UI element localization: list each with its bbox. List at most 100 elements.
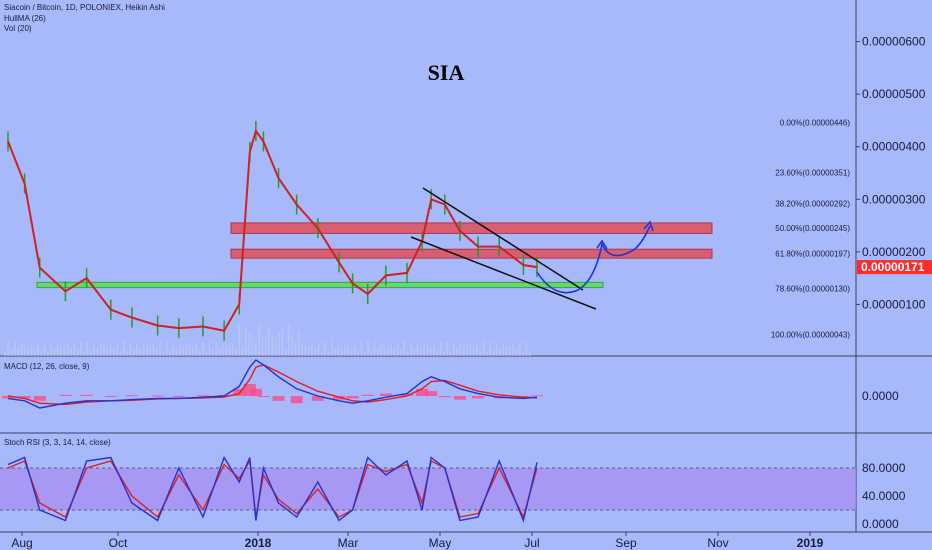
resistance-zone (230, 222, 713, 234)
volume-bar (205, 351, 208, 356)
volume-bar (525, 342, 528, 356)
volume-bar (274, 337, 277, 356)
volume-bar (271, 335, 274, 356)
macd-histogram-bar (379, 393, 392, 396)
volume-bar (37, 342, 39, 356)
volume-bar (56, 343, 59, 356)
volume-bar (393, 347, 396, 356)
volume-bar (528, 350, 531, 356)
chart-title: SIA (428, 60, 465, 85)
volume-bar (403, 342, 406, 356)
volume-bar (396, 342, 399, 356)
volume-bar (254, 337, 257, 356)
volume-bar (27, 345, 30, 356)
volume-bar (294, 342, 297, 356)
macd-histogram-bar (401, 393, 414, 396)
stoch-axis-label: 80.0000 (862, 461, 906, 475)
volume-bar (50, 342, 53, 356)
volume-bar (96, 347, 99, 356)
price-line (7, 128, 538, 332)
volume-bar (462, 345, 465, 356)
volume-bar (357, 348, 360, 356)
volume-bar (475, 342, 478, 356)
volume-bar (452, 342, 455, 356)
volume-bar (307, 345, 310, 356)
volume-bar (400, 349, 402, 356)
volume-bar (446, 342, 449, 356)
macd-histogram-bar (249, 388, 262, 396)
volume-bar (248, 332, 251, 356)
projection-arrow-1 (596, 239, 608, 250)
volume-bar (518, 342, 521, 356)
support-zone (36, 281, 604, 289)
volume-bar (182, 345, 185, 356)
time-axis-label: Mar (338, 536, 359, 550)
macd-histogram-bar (531, 395, 543, 397)
volume-bar (251, 335, 254, 356)
volume-bar (165, 342, 168, 356)
volume-bar (215, 342, 218, 356)
volume-bar (185, 345, 188, 356)
volume-bar (512, 343, 515, 356)
volume-bar (145, 344, 148, 356)
volume-bar (340, 346, 343, 356)
volume-bar (330, 342, 333, 356)
macd-histogram-bar (311, 396, 324, 401)
volume-bar (126, 351, 129, 356)
volume-bar (89, 349, 92, 356)
volume-bar (449, 350, 452, 356)
volume-bar (132, 348, 135, 356)
volume-bar (43, 342, 46, 356)
macd-histogram-bar (346, 396, 359, 399)
volume-bar (122, 342, 125, 356)
volume-bar (334, 348, 336, 356)
volume-bar (383, 345, 386, 356)
volume-bar (178, 343, 181, 356)
volume-bar (119, 350, 122, 356)
wedge-lower-line (410, 236, 597, 310)
fib-label: 50.00%(0.00000245) (775, 224, 850, 233)
macd-histogram-bar (257, 396, 270, 397)
macd-histogram-bar (2, 396, 14, 399)
volume-bar (439, 342, 442, 356)
volume-bar (175, 347, 178, 356)
volume-bar (238, 325, 241, 356)
volume-bar (159, 342, 162, 356)
volume-bar (459, 343, 462, 356)
volume-bar (413, 348, 416, 356)
macd-histogram-bar (59, 394, 72, 396)
volume-bar (109, 343, 112, 356)
volume-bar (7, 342, 10, 356)
volume-bar (225, 344, 228, 356)
volume-bar (320, 350, 323, 356)
volume-bar (390, 343, 393, 356)
volume-bar (287, 325, 290, 356)
volume-bar (442, 351, 445, 356)
volume-bar (13, 342, 16, 356)
volume-bar (142, 344, 145, 356)
price-axis-label: 0.00000200 (862, 245, 926, 259)
price-axis-label: 0.00000500 (862, 87, 926, 101)
volume-bar (324, 342, 327, 356)
volume-bar (367, 342, 369, 356)
time-axis-label: Sep (615, 536, 637, 550)
projection-arrow-2 (643, 220, 654, 232)
volume-bar (522, 350, 525, 356)
time-axis-label: Jul (524, 536, 539, 550)
macd-histogram-bar (438, 396, 451, 398)
volume-bar (211, 349, 214, 356)
macd-histogram-bar (125, 395, 138, 397)
volume-bar (218, 346, 221, 356)
volume-bar (492, 349, 495, 356)
volume-bar (508, 345, 511, 356)
fib-label: 23.60%(0.00000351) (775, 168, 850, 177)
macd-histogram-bar (290, 396, 303, 404)
volume-bar (489, 342, 492, 356)
volume-bar (73, 342, 76, 356)
price-axis-label: 0.00000400 (862, 140, 926, 154)
symbol-line: Siacoin / Bitcoin, 1D, POLONIEX, Heikin … (4, 3, 165, 12)
stoch-axis-label: 0.0000 (862, 517, 899, 531)
volume-bar (70, 346, 72, 356)
macd-histogram-bar (272, 396, 285, 401)
volume-bar (456, 347, 459, 356)
